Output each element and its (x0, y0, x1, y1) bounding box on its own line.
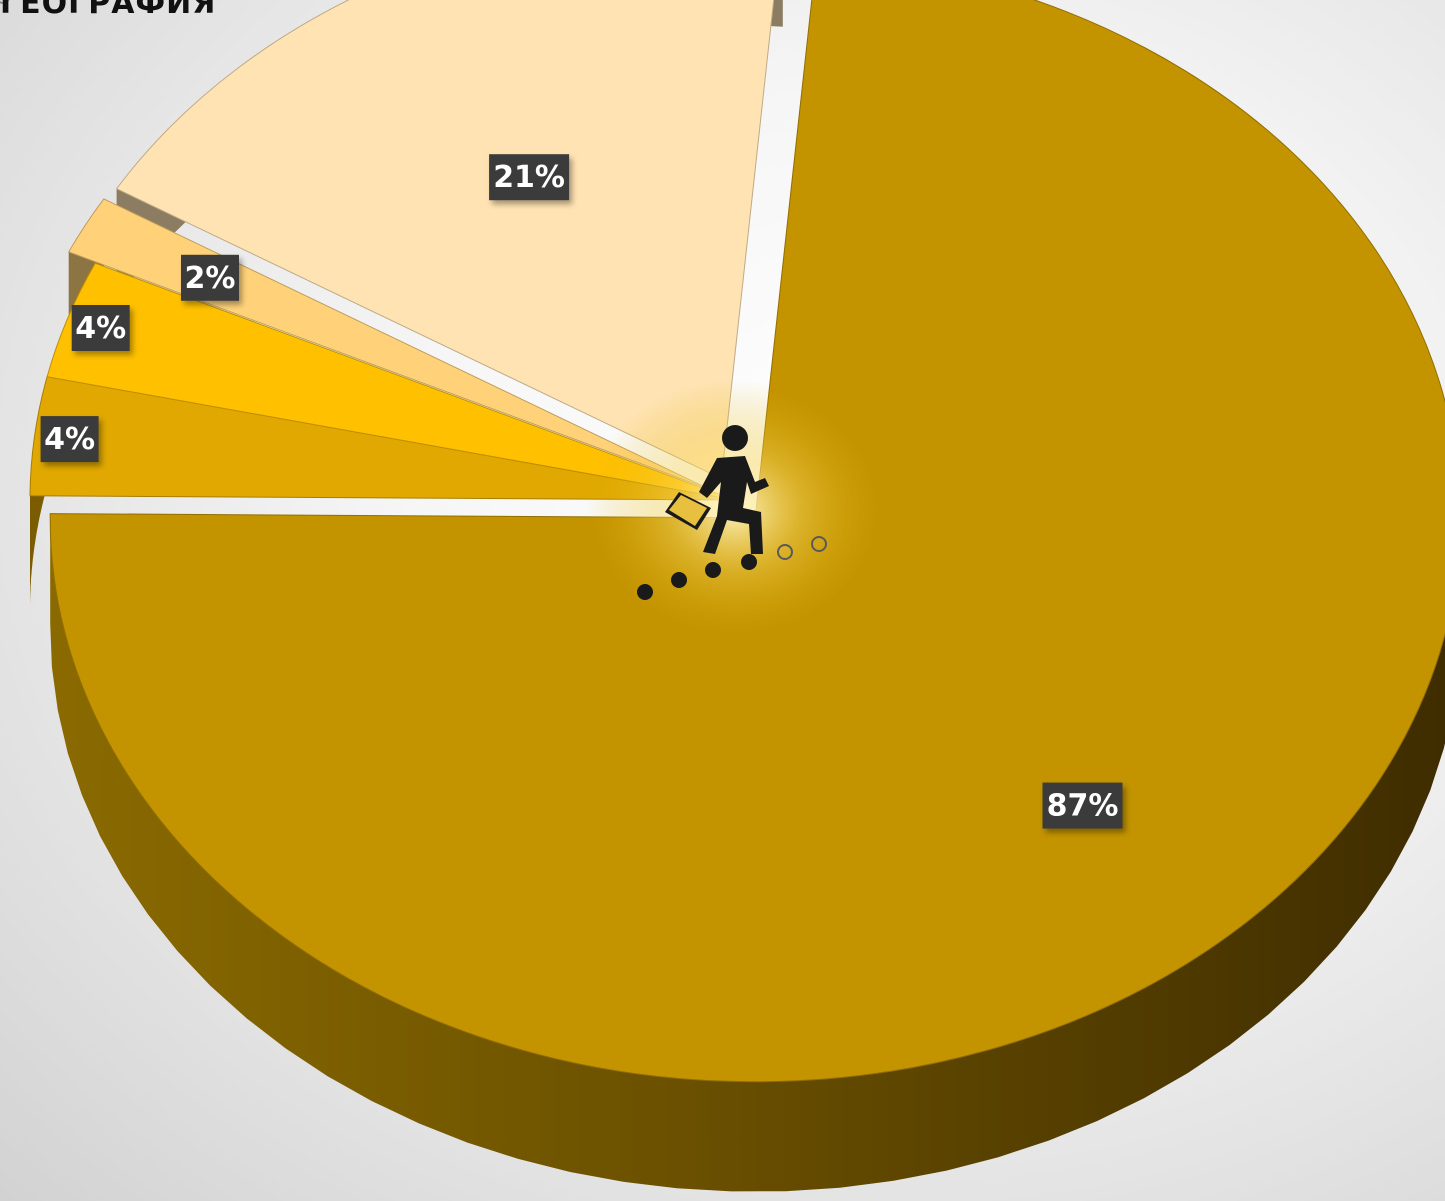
svg-text:87%: 87% (1047, 789, 1119, 824)
slice-label-2: 4% (40, 416, 99, 463)
walking-businessman-icon (637, 425, 827, 600)
slice-label-1: 87% (1042, 782, 1123, 829)
slice-labels: 87% 4% 4% 2% 21% (40, 154, 1123, 829)
chart-title: ГЕОГРАФИЯ (0, 0, 217, 21)
pie-center-decor (585, 380, 885, 640)
slice-label-4: 2% (181, 254, 239, 301)
pie-slice-3 (46, 262, 736, 501)
slice-label-5: 21% (489, 154, 570, 201)
svg-text:4%: 4% (44, 422, 95, 457)
svg-text:21%: 21% (493, 160, 565, 195)
pie-slice-5 (115, 0, 775, 480)
slice-label-3: 4% (71, 305, 130, 351)
svg-text:2%: 2% (185, 261, 236, 296)
svg-text:4%: 4% (75, 311, 126, 346)
